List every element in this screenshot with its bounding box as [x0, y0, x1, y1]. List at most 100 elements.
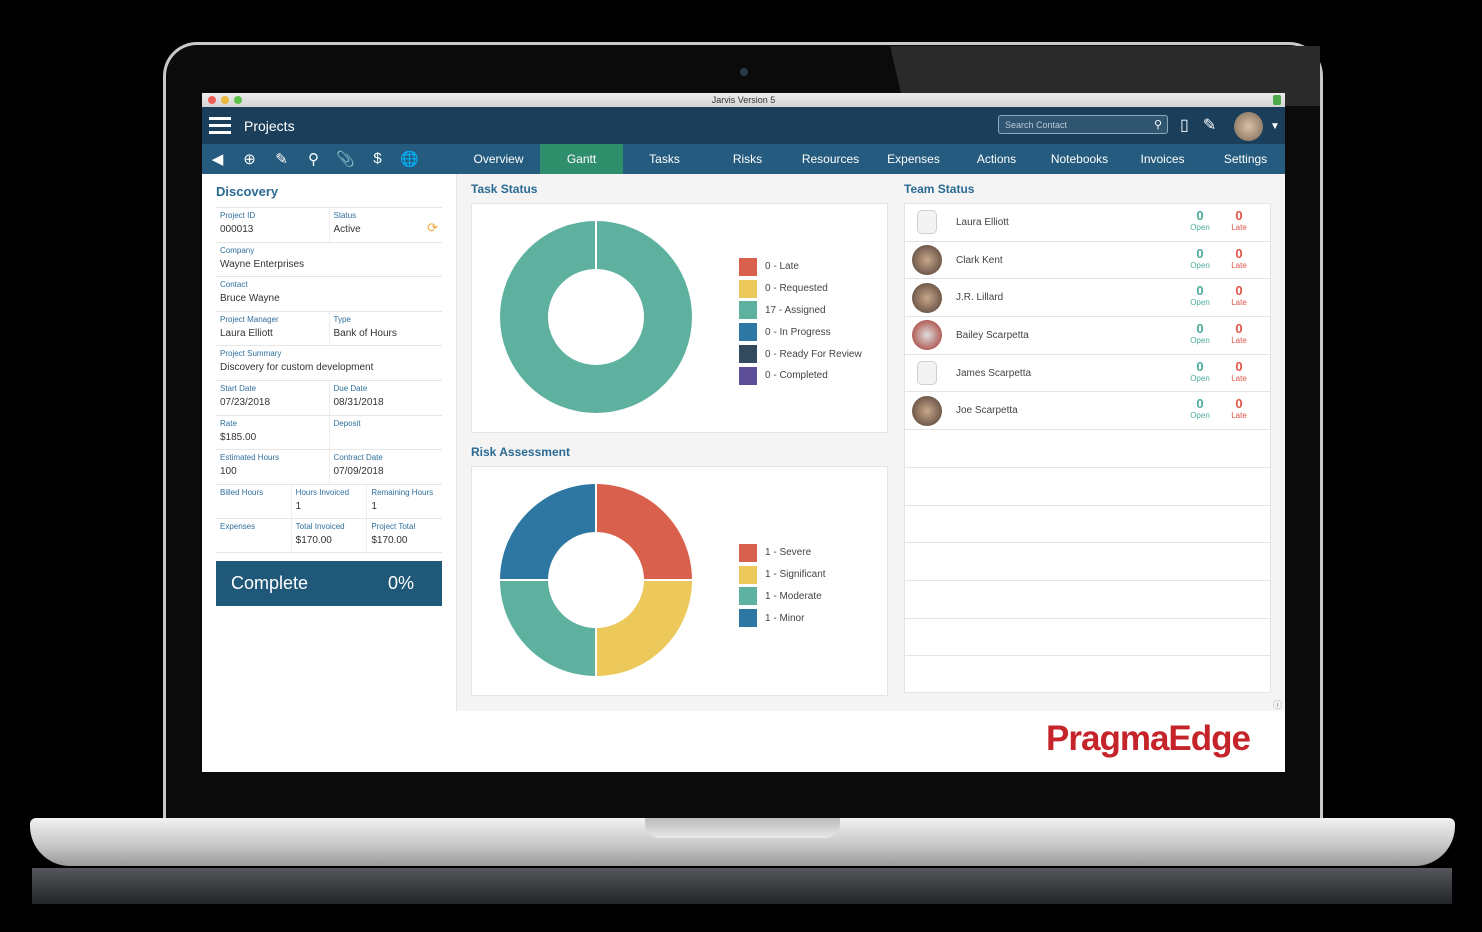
late-label: Late — [1231, 411, 1247, 421]
field-label: Company — [220, 245, 255, 255]
field-label: Project ID — [220, 211, 256, 220]
empty-row — [905, 619, 1270, 657]
team-member-row[interactable]: Bailey Scarpetta 0 Open 0 Late — [905, 317, 1270, 355]
tab-gantt[interactable]: Gantt — [540, 144, 623, 174]
bookmark-icon[interactable]: ▯ — [1180, 117, 1189, 134]
legend-significant: 1 - Significant — [765, 569, 826, 581]
close-button[interactable] — [208, 96, 216, 104]
empty-row — [905, 656, 1270, 694]
summary-value: Discovery for custom development — [220, 362, 374, 374]
avatar — [912, 395, 942, 426]
app-window: Jarvis Version 5 Projects Search Contact… — [202, 93, 1285, 772]
tab-overview[interactable]: Overview — [473, 152, 524, 166]
attachment-icon[interactable]: 📎 — [336, 151, 355, 168]
task-status-donut — [500, 221, 692, 413]
field-label: Total Invoiced — [295, 522, 345, 532]
search-icon[interactable]: ⚲ — [1153, 119, 1162, 131]
member-name: Laura Elliott — [956, 216, 1009, 228]
edit-pencil-icon[interactable]: ✎ — [275, 151, 288, 168]
lock-icon — [1273, 95, 1281, 105]
team-member-row[interactable]: J.R. Lillard 0 Open 0 Late — [905, 279, 1270, 318]
type-value: Bank of Hours — [333, 327, 397, 339]
team-member-row[interactable]: Laura Elliott 0 Open 0 Late — [905, 204, 1270, 242]
field-label: Project Manager — [220, 314, 279, 324]
globe-icon[interactable]: 🌐 — [400, 151, 419, 168]
clipboard-edit-icon[interactable]: ✎ — [1202, 117, 1217, 134]
tab-invoices[interactable]: Invoices — [1140, 152, 1185, 166]
complete-label: Complete — [231, 572, 309, 593]
zoom-button[interactable] — [234, 96, 242, 104]
empty-row — [905, 581, 1270, 619]
team-member-row[interactable]: Clark Kent 0 Open 0 Late — [905, 242, 1270, 280]
remaining-hours-value: 1 — [371, 500, 377, 512]
info-icon[interactable]: ⓘ — [1272, 700, 1282, 710]
default-avatar-icon — [917, 361, 937, 386]
late-count: 0 — [1235, 245, 1243, 261]
late-count: 0 — [1235, 283, 1243, 299]
search-contact-input[interactable]: Search Contact ⚲ — [998, 115, 1168, 134]
late-label: Late — [1231, 298, 1247, 308]
search-icon[interactable]: ⚲ — [308, 151, 319, 168]
field-label: Project Summary — [220, 349, 282, 359]
risk-donut — [500, 484, 692, 676]
tab-risks[interactable]: Risks — [732, 152, 763, 166]
back-icon[interactable]: ◀ — [211, 151, 224, 168]
minimize-button[interactable] — [221, 96, 229, 104]
laptop-notch — [645, 818, 840, 838]
late-label: Late — [1231, 260, 1247, 270]
add-icon[interactable]: ⊕ — [243, 151, 256, 168]
field-label: Hours Invoiced — [295, 487, 350, 497]
tab-actions[interactable]: Actions — [976, 152, 1017, 166]
tab-expenses[interactable]: Expenses — [887, 152, 940, 166]
team-status-title: Team Status — [904, 182, 975, 196]
late-count: 0 — [1235, 396, 1243, 412]
task-status-title: Task Status — [471, 182, 538, 196]
manager-value: Laura Elliott — [220, 327, 273, 339]
contact-value: Bruce Wayne — [220, 293, 280, 305]
project-name: Discovery — [216, 184, 279, 199]
legend-requested: 0 - Requested — [765, 283, 828, 295]
team-member-row[interactable]: Joe Scarpetta 0 Open 0 Late — [905, 392, 1270, 431]
field-label: Remaining Hours — [371, 487, 434, 497]
late-count: 0 — [1235, 321, 1243, 337]
open-label: Open — [1190, 411, 1210, 421]
field-label: Expenses — [220, 522, 256, 532]
legend-moderate: 1 - Moderate — [765, 590, 822, 602]
charts-panel: Task Status 0 - Late 0 - Requested 17 - … — [457, 174, 902, 711]
user-avatar[interactable] — [1234, 112, 1263, 141]
tab-settings[interactable]: Settings — [1223, 152, 1268, 166]
field-label: Status — [333, 211, 357, 220]
invoice-icon[interactable]: $ — [373, 150, 382, 167]
field-label: Start Date — [220, 383, 257, 393]
field-label: Due Date — [333, 383, 368, 393]
contract-date-value: 07/09/2018 — [333, 466, 384, 478]
empty-row — [905, 543, 1270, 581]
open-count: 0 — [1196, 358, 1204, 374]
empty-row — [905, 468, 1270, 506]
open-count: 0 — [1196, 321, 1204, 337]
open-count: 0 — [1196, 208, 1204, 223]
hamburger-menu-icon[interactable] — [209, 117, 231, 134]
refresh-icon[interactable]: ⟳ — [427, 220, 438, 235]
chevron-down-icon[interactable]: ▼ — [1270, 121, 1280, 132]
webcam — [740, 68, 748, 76]
brand-footer: PragmaEdge — [202, 713, 1285, 772]
open-label: Open — [1190, 373, 1210, 383]
legend-completed: 0 - Completed — [765, 370, 828, 382]
tab-notebooks[interactable]: Notebooks — [1050, 152, 1109, 166]
risk-assessment-title: Risk Assessment — [471, 445, 570, 459]
field-label: Contract Date — [333, 453, 383, 463]
nav-bar: ◀ ⊕ ✎ ⚲ 📎 $ 🌐 Overview Gantt Tasks Risks… — [202, 144, 1285, 174]
late-label: Late — [1231, 336, 1247, 346]
team-member-row[interactable]: James Scarpetta 0 Open 0 Late — [905, 355, 1270, 393]
rate-value: $185.00 — [220, 431, 257, 443]
start-date-value: 07/23/2018 — [220, 396, 271, 408]
estimated-hours-value: 100 — [220, 466, 237, 478]
tab-tasks[interactable]: Tasks — [649, 152, 680, 166]
app-header: Projects Search Contact ⚲ ▯ ✎ ▼ — [202, 107, 1285, 144]
avatar — [912, 320, 942, 351]
search-placeholder: Search Contact — [1005, 120, 1068, 130]
tab-resources[interactable]: Resources — [801, 152, 860, 166]
pragmaedge-logo: PragmaEdge — [1046, 719, 1251, 758]
field-label: Deposit — [333, 418, 361, 428]
